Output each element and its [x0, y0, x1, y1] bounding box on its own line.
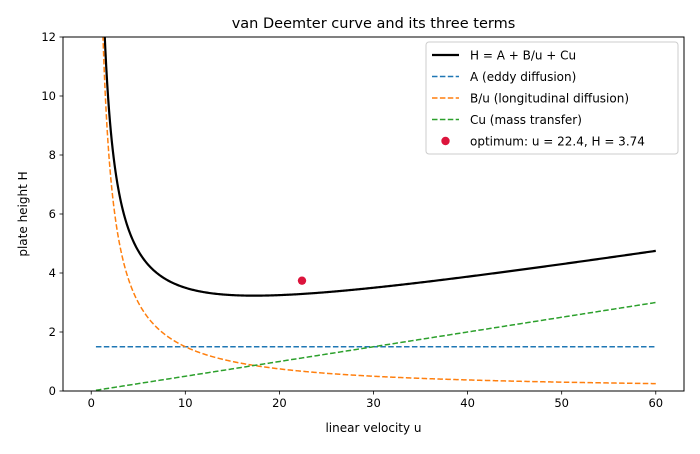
x-tick-label: 10	[178, 396, 193, 410]
series-line-total	[103, 37, 656, 297]
legend: H = A + B/u + Cu A (eddy diffusion) B/u (l…	[425, 41, 679, 155]
y-tick-label: 6	[49, 207, 56, 221]
chart-title: van Deemter curve and its three terms	[232, 16, 516, 32]
y-tick-label: 2	[49, 325, 56, 339]
legend-label-optimum: optimum: u = 22.4, H = 3.74	[470, 134, 645, 148]
x-tick-label: 30	[366, 396, 381, 410]
legend-label-A: A (eddy diffusion)	[470, 70, 576, 84]
series-line-B	[102, 37, 656, 385]
x-tick-label: 40	[460, 396, 475, 410]
y-tick-label: 12	[41, 30, 56, 44]
x-tick-label: 50	[554, 396, 569, 410]
legend-label-B: B/u (longitudinal diffusion)	[470, 91, 629, 105]
x-tick-label: 20	[272, 396, 287, 410]
x-axis-label: linear velocity u	[325, 421, 421, 435]
x-tick-label: 0	[88, 396, 95, 410]
y-tick-label: 4	[49, 266, 56, 280]
series-group	[95, 37, 656, 391]
legend-label-C: Cu (mass transfer)	[470, 113, 582, 127]
x-tick-label: 60	[648, 396, 663, 410]
plot-area: 0 10 20 30 40 50 60 0 2 4 6 8 10 12	[41, 30, 685, 410]
legend-label-total: H = A + B/u + Cu	[470, 48, 576, 62]
legend-frame	[425, 41, 679, 155]
y-tick-label: 0	[49, 384, 56, 398]
y-axis-label: plate height H	[16, 171, 30, 256]
optimum-point	[297, 276, 307, 285]
y-tick-label: 8	[49, 148, 56, 162]
legend-swatch-optimum	[441, 136, 450, 146]
y-tick-label: 10	[41, 89, 56, 103]
